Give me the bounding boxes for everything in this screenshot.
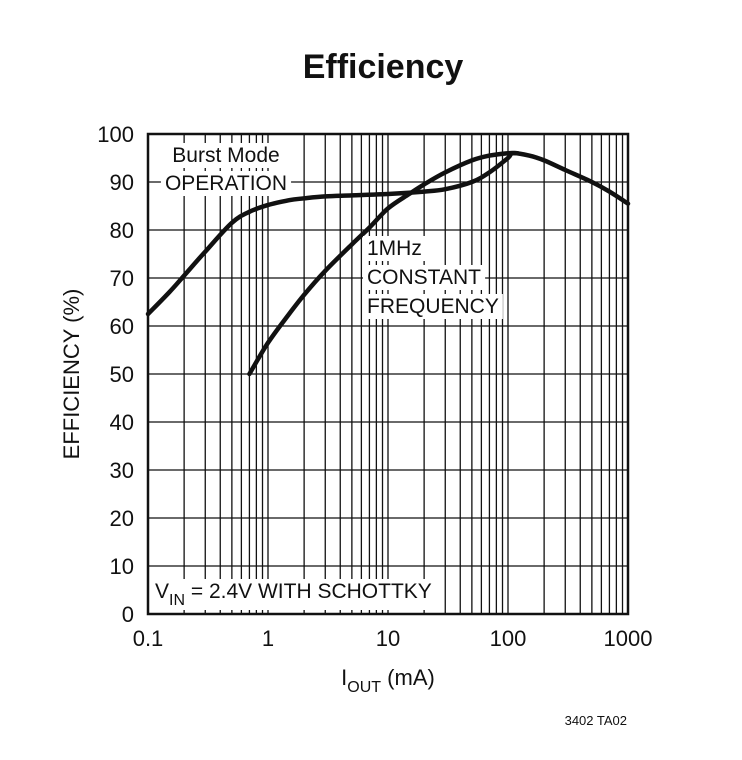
x-axis-label: IOUT (mA) [341, 665, 435, 696]
x-tick-label: 0.1 [133, 626, 164, 651]
burst-mode-label-background [168, 143, 284, 168]
condition-sub: IN [169, 592, 185, 609]
y-tick-label: 70 [110, 266, 134, 291]
y-tick-label: 100 [97, 122, 134, 147]
x-axis-label-rest: (mA) [381, 665, 435, 690]
constant-frequency-label-line: FREQUENCY [367, 295, 499, 318]
y-tick-label: 0 [122, 602, 134, 627]
x-axis-label-main: I [341, 665, 347, 690]
burst-mode-label-line: OPERATION [165, 172, 287, 195]
x-tick-label: 100 [490, 626, 527, 651]
x-tick-label: 1 [262, 626, 274, 651]
y-tick-label: 90 [110, 170, 134, 195]
annotation-group: Burst Mode OPERATION 1MHz CONSTANT FREQUENCY… [151, 143, 503, 610]
condition-text: VIN = 2.4V WITH SCHOTTKY [155, 580, 432, 609]
y-tick-labels: 0 10 20 30 40 50 60 70 80 90 100 [97, 122, 134, 627]
constant-frequency-label-line: 1MHz [367, 237, 422, 260]
y-tick-label: 80 [110, 218, 134, 243]
y-axis-label: EFFICIENCY (%) [59, 289, 84, 460]
condition-background [151, 579, 436, 610]
chart-title: Efficiency [303, 48, 464, 86]
constant-frequency-line [247, 150, 520, 377]
series-group [145, 150, 631, 377]
x-tick-label: 1000 [604, 626, 653, 651]
condition-rest: = 2.4V WITH SCHOTTKY [185, 580, 432, 603]
condition-main: V [155, 580, 169, 603]
constant-frequency-label-line: CONSTANT [367, 266, 481, 289]
y-tick-label: 60 [110, 314, 134, 339]
x-tick-labels: 0.1 1 10 100 1000 [133, 626, 653, 651]
x-tick-label: 10 [376, 626, 400, 651]
x-axis-label-sub: OUT [347, 679, 381, 696]
constant-frequency-label: 1MHz CONSTANT FREQUENCY [363, 236, 503, 319]
y-tick-label: 50 [110, 362, 134, 387]
constant-frequency-label-background [363, 294, 503, 319]
y-tick-label: 40 [110, 410, 134, 435]
constant-frequency-label-background [363, 265, 486, 290]
y-tick-label: 30 [110, 458, 134, 483]
y-tick-label: 20 [110, 506, 134, 531]
constant-frequency-label-background [363, 236, 426, 261]
burst-mode-label: Burst Mode OPERATION [160, 143, 292, 196]
condition-label: VIN = 2.4V WITH SCHOTTKY [151, 579, 436, 610]
plot-frame [146, 132, 630, 616]
y-tick-label: 10 [110, 554, 134, 579]
burst-mode-label-background [160, 171, 292, 196]
figure-id: 3402 TA02 [565, 713, 627, 728]
burst-mode-label-line: Burst Mode [172, 144, 279, 167]
